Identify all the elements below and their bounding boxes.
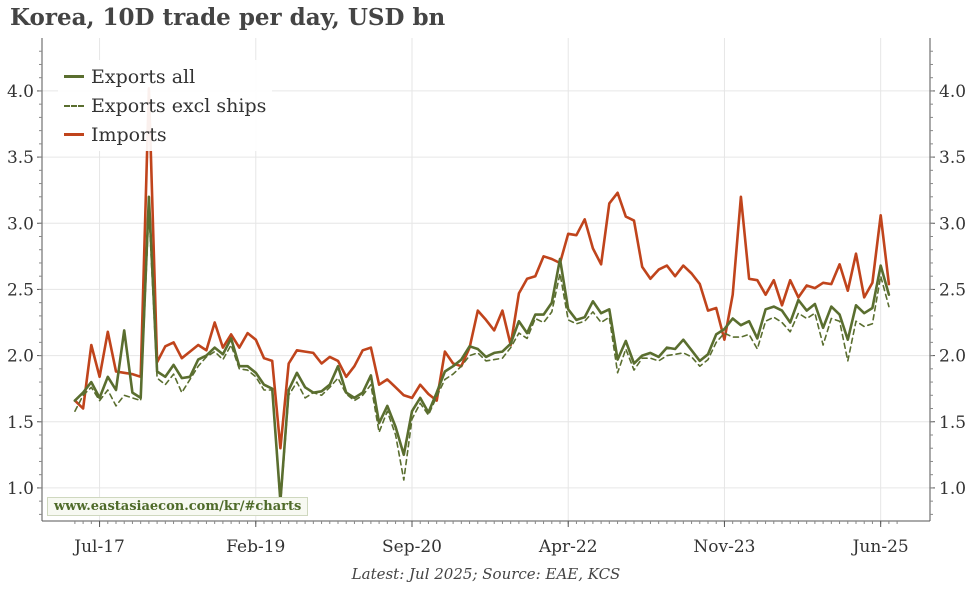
x-tick-label: Jun-25 (851, 537, 909, 557)
x-tick-label: Sep-20 (382, 537, 442, 557)
y-tick-label-right: 4.0 (939, 82, 966, 102)
y-tick-label-right: 2.5 (939, 280, 966, 300)
y-tick-label-left: 1.0 (7, 479, 34, 499)
x-tick-label: Feb-19 (226, 537, 285, 557)
y-tick-label-right: 1.5 (939, 413, 966, 433)
legend-label-exports-excl-ships: Exports excl ships (91, 94, 267, 117)
y-tick-label-left: 4.0 (7, 82, 34, 102)
legend-label-exports-all: Exports all (91, 65, 196, 88)
series-exports-excl-ships (74, 209, 890, 506)
y-tick-label-right: 3.5 (939, 148, 966, 168)
legend-item-exports-all: Exports all (64, 62, 266, 91)
y-tick-label-left: 1.5 (7, 413, 34, 433)
legend-swatch-exports-all (64, 75, 84, 78)
y-tick-label-right: 3.0 (939, 214, 966, 234)
y-tick-label-right: 2.0 (939, 347, 966, 367)
y-tick-label-left: 3.0 (7, 214, 34, 234)
legend: Exports all Exports excl ships Imports (58, 60, 273, 151)
x-tick-label: Jul-17 (72, 537, 125, 557)
y-tick-label-left: 3.5 (7, 148, 34, 168)
chart-footer: Latest: Jul 2025; Source: EAE, KCS (351, 565, 621, 583)
legend-item-imports: Imports (64, 120, 266, 149)
series-imports (73, 87, 891, 450)
legend-label-imports: Imports (91, 123, 167, 146)
legend-item-exports-excl-ships: Exports excl ships (64, 91, 266, 120)
legend-swatch-exports-excl-ships (64, 104, 84, 107)
chart-title: Korea, 10D trade per day, USD bn (10, 4, 446, 31)
y-tick-label-left: 2.5 (7, 280, 34, 300)
x-tick-label: Nov-23 (693, 537, 755, 557)
y-tick-label-left: 2.0 (7, 347, 34, 367)
legend-swatch-imports (64, 133, 84, 136)
x-tick-label: Apr-22 (538, 537, 598, 557)
series-exports-all (73, 195, 891, 503)
source-url-watermark[interactable]: www.eastasiaecon.com/kr/#charts (47, 497, 309, 516)
y-tick-label-right: 1.0 (939, 479, 966, 499)
